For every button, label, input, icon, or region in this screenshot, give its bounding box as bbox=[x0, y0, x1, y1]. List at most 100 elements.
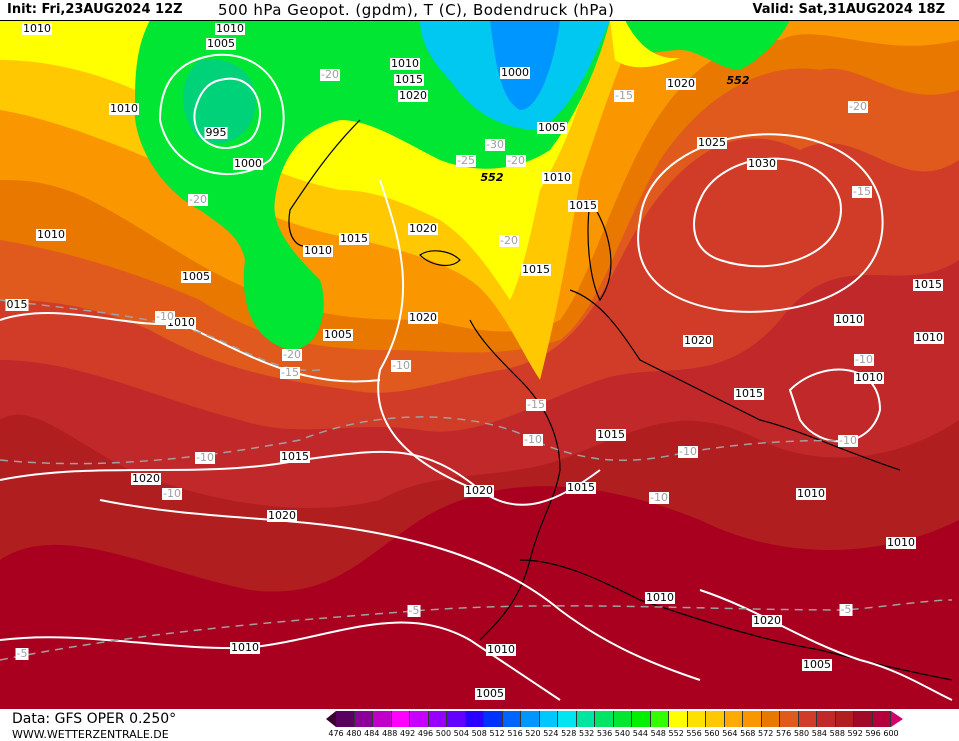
isobar-label: 1010 bbox=[230, 641, 260, 654]
contour-548-east bbox=[620, 20, 790, 70]
colorbar-bin bbox=[724, 711, 743, 727]
isotherm-label: -20 bbox=[320, 68, 340, 81]
colorbar-tick: 544 bbox=[632, 729, 648, 738]
isotherm-label: -10 bbox=[678, 445, 698, 458]
colorbar-bin bbox=[798, 711, 817, 727]
colorbar-tick: 488 bbox=[382, 729, 398, 738]
isotherm-label: -25 bbox=[456, 154, 476, 167]
colorbar-bin bbox=[410, 711, 429, 727]
isobar-label: 1010 bbox=[486, 643, 516, 656]
isotherm-label: -20 bbox=[848, 100, 868, 113]
colorbar-tick: 552 bbox=[668, 729, 684, 738]
colorbar-tick: 504 bbox=[453, 729, 469, 738]
colorbar-tick: 492 bbox=[399, 729, 416, 738]
colorbar-tick: 596 bbox=[865, 729, 881, 738]
isotherm-label: -15 bbox=[852, 185, 872, 198]
colorbar-bin bbox=[706, 711, 725, 727]
isobar-label: 1020 bbox=[408, 222, 438, 235]
isotherm-label: -5 bbox=[839, 603, 853, 616]
colorbar-tick: 600 bbox=[883, 729, 899, 738]
isotherm-label: -10 bbox=[162, 487, 182, 500]
isobar-label: 1020 bbox=[464, 484, 494, 497]
colorbar-tick: 548 bbox=[650, 729, 666, 738]
colorbar-bin bbox=[354, 711, 373, 727]
colorbar-bin bbox=[761, 711, 780, 727]
isobar-label: 1005 bbox=[537, 121, 567, 134]
isotherm-label: -15 bbox=[526, 398, 546, 411]
colorbar-tick: 484 bbox=[364, 729, 380, 738]
colorbar-under-arrow bbox=[326, 711, 336, 727]
isotherm-label: -10 bbox=[155, 310, 175, 323]
colorbar-bin bbox=[743, 711, 762, 727]
isotherm-label: -10 bbox=[195, 451, 215, 464]
isobar-label: 1010 bbox=[215, 22, 245, 35]
isobar-label: 1010 bbox=[303, 244, 333, 257]
colorbar-bin bbox=[484, 711, 503, 727]
colorbar-bin bbox=[521, 711, 540, 727]
isobar-label: 1010 bbox=[886, 536, 916, 549]
isobar-label: 1000 bbox=[233, 157, 263, 170]
isotherms bbox=[0, 299, 953, 661]
colorbar-tick: 480 bbox=[346, 729, 362, 738]
colorbar-tick: 520 bbox=[525, 729, 541, 738]
colorbar-bin bbox=[558, 711, 577, 727]
isobar-label: 1015 bbox=[339, 232, 369, 245]
isobar-label: 1010 bbox=[834, 313, 864, 326]
isobar-label: 1000 bbox=[500, 66, 530, 79]
isotherm-label: -10 bbox=[649, 491, 669, 504]
colorbar-tick: 572 bbox=[758, 729, 774, 738]
colorbar-tick: 496 bbox=[417, 729, 434, 738]
colorbar-bin bbox=[576, 711, 595, 727]
colorbar-tick: 540 bbox=[614, 729, 631, 738]
isobar-label: 1010 bbox=[542, 171, 572, 184]
colorbar-tick: 536 bbox=[596, 729, 613, 738]
isobar-label: 1020 bbox=[683, 334, 713, 347]
isobar-label: 1010 bbox=[914, 331, 944, 344]
coastlines bbox=[288, 119, 953, 681]
colorbar-over-arrow bbox=[891, 711, 903, 727]
init-time: Init: Fri,23AUG2024 12Z bbox=[7, 2, 183, 17]
isotherm-label: -15 bbox=[614, 89, 634, 102]
isobar-label: 1020 bbox=[752, 614, 782, 627]
isobar-label: 1015 bbox=[394, 73, 424, 86]
colorbar-bin bbox=[447, 711, 466, 727]
isobar-label: 1025 bbox=[697, 136, 727, 149]
isotherm-label: -10 bbox=[838, 434, 858, 447]
isobar-label: 1010 bbox=[22, 22, 52, 35]
colorbar-bin bbox=[650, 711, 669, 727]
isotherm-label: -20 bbox=[188, 193, 208, 206]
isobar-label: 1005 bbox=[323, 328, 353, 341]
isobar-label: 1015 bbox=[521, 263, 551, 276]
contour-cold-core-inner bbox=[490, 20, 560, 110]
colorbar-tick: 588 bbox=[829, 729, 845, 738]
isobar-label: 995 bbox=[204, 126, 228, 139]
colorbar-tick: 528 bbox=[561, 729, 577, 738]
isobar-label: 1005 bbox=[206, 37, 236, 50]
colorbar-bin bbox=[336, 711, 355, 727]
geopotential-label: 552 bbox=[480, 171, 504, 184]
isobar-label: 1010 bbox=[645, 591, 675, 604]
colorbar-bin bbox=[502, 711, 521, 727]
isobar-label: 1005 bbox=[475, 687, 505, 700]
colorbar-tick: 508 bbox=[471, 729, 487, 738]
colorbar-tick: 560 bbox=[704, 729, 720, 738]
colorbar bbox=[336, 711, 891, 727]
colorbar-tick: 564 bbox=[722, 729, 738, 738]
colorbar-bin bbox=[539, 711, 558, 727]
colorbar-tick: 580 bbox=[793, 729, 810, 738]
isobar-label: 1015 bbox=[734, 387, 764, 400]
isotherm-label: -20 bbox=[282, 348, 302, 361]
geopotential-label: 552 bbox=[726, 74, 750, 87]
map-title: 500 hPa Geopot. (gpdm), T (C), Bodendruc… bbox=[218, 1, 615, 19]
contour-548-east-yellow bbox=[610, 20, 680, 68]
isobar-label: 1010 bbox=[854, 371, 884, 384]
colorbar-bin bbox=[854, 711, 873, 727]
isobar-label: 1010 bbox=[390, 57, 420, 70]
colorbar-bin bbox=[669, 711, 688, 727]
isobar-label: 1020 bbox=[131, 472, 161, 485]
isobar-label: 1030 bbox=[747, 157, 777, 170]
colorbar-bin bbox=[632, 711, 651, 727]
colorbar-bin bbox=[373, 711, 392, 727]
isobar-label: 1020 bbox=[267, 509, 297, 522]
